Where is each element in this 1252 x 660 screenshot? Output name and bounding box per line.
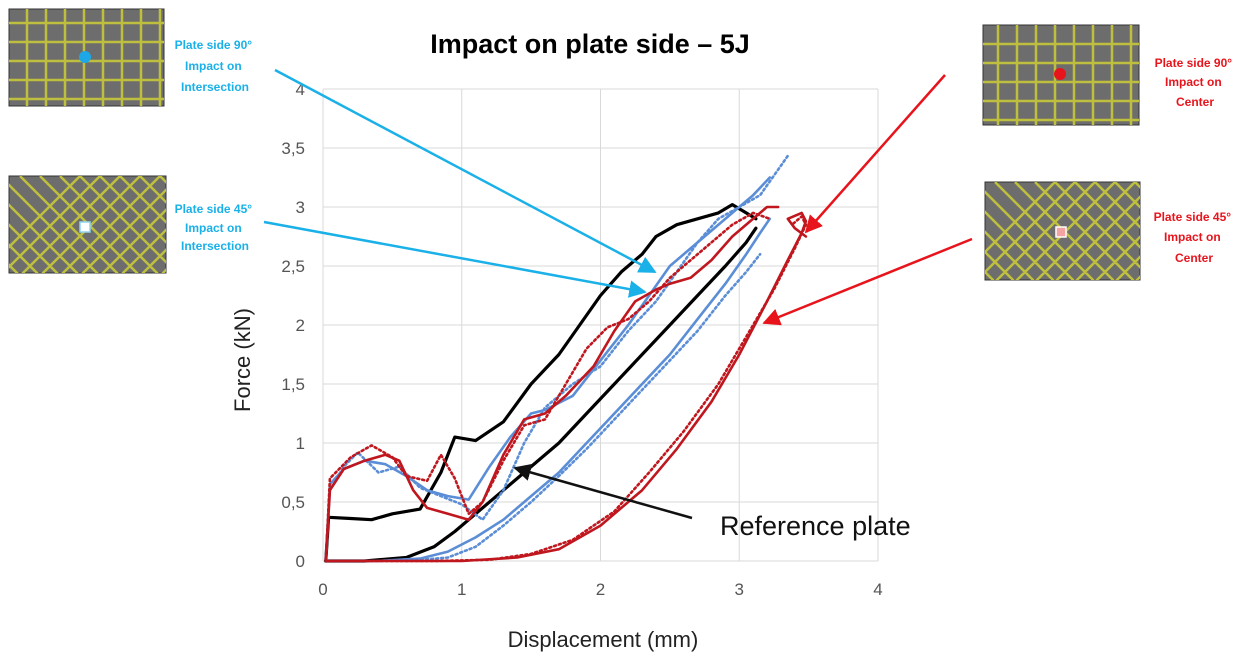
y-tick-label: 0 <box>296 552 305 571</box>
y-tick-label: 2,5 <box>281 257 305 276</box>
x-tick-labels: 0 1 2 3 4 <box>318 580 882 599</box>
y-tick-label: 4 <box>296 80 305 99</box>
series-line-8 <box>324 211 772 563</box>
callout-45-center: Plate side 45° Impact on Center <box>1154 210 1235 265</box>
thumbnail-plate-45-intersection <box>8 175 167 274</box>
impact-marker-pink <box>1055 226 1067 238</box>
series-line-4 <box>324 217 772 563</box>
series-layer <box>324 152 808 563</box>
callout-45-intersection: Plate side 45° Impact on Intersection <box>175 202 256 253</box>
y-tick-label: 1,5 <box>281 375 305 394</box>
y-tick-label: 0,5 <box>281 493 305 512</box>
y-axis-title: Force (kN) <box>230 308 255 412</box>
thumbnail-plate-90-intersection <box>8 8 165 107</box>
y-tick-label: 3,5 <box>281 139 305 158</box>
series-line-10 <box>324 215 808 563</box>
callout-90-center: Plate side 90° Impact on Center <box>1155 56 1236 109</box>
x-axis-title: Displacement (mm) <box>508 627 699 652</box>
arrow-90-center <box>804 74 946 234</box>
impact-marker-white <box>79 221 91 233</box>
y-tick-labels: 0 0,5 1 1,5 2 2,5 3 3,5 4 <box>281 80 305 571</box>
x-tick-label: 1 <box>457 580 466 599</box>
series-line-2 <box>324 226 758 563</box>
impact-marker-red <box>1054 68 1066 80</box>
callout-reference-plate: Reference plate <box>720 511 911 541</box>
x-tick-label: 4 <box>873 580 882 599</box>
grid <box>322 88 879 562</box>
series-line-5 <box>324 152 791 563</box>
callout-90-intersection: Plate side 90° Impact on Intersection <box>175 38 256 94</box>
y-tick-label: 2 <box>296 316 305 335</box>
x-tick-label: 3 <box>735 580 744 599</box>
arrow-90-intersection <box>274 68 657 274</box>
x-tick-label: 2 <box>596 580 605 599</box>
thumbnail-plate-90-center <box>982 24 1140 126</box>
arrow-45-intersection <box>263 220 647 298</box>
series-line-6 <box>404 252 762 563</box>
arrow-reference-plate <box>513 463 693 520</box>
x-tick-label: 0 <box>318 580 327 599</box>
series-line-1 <box>324 203 758 563</box>
chart-title: Impact on plate side – 5J <box>430 29 750 59</box>
y-tick-label: 3 <box>296 198 305 217</box>
thumbnail-plate-45-center <box>984 181 1141 281</box>
arrow-45-center <box>762 237 973 326</box>
impact-marker-blue <box>79 51 91 63</box>
series-line-9 <box>324 211 808 563</box>
y-tick-label: 1 <box>296 434 305 453</box>
